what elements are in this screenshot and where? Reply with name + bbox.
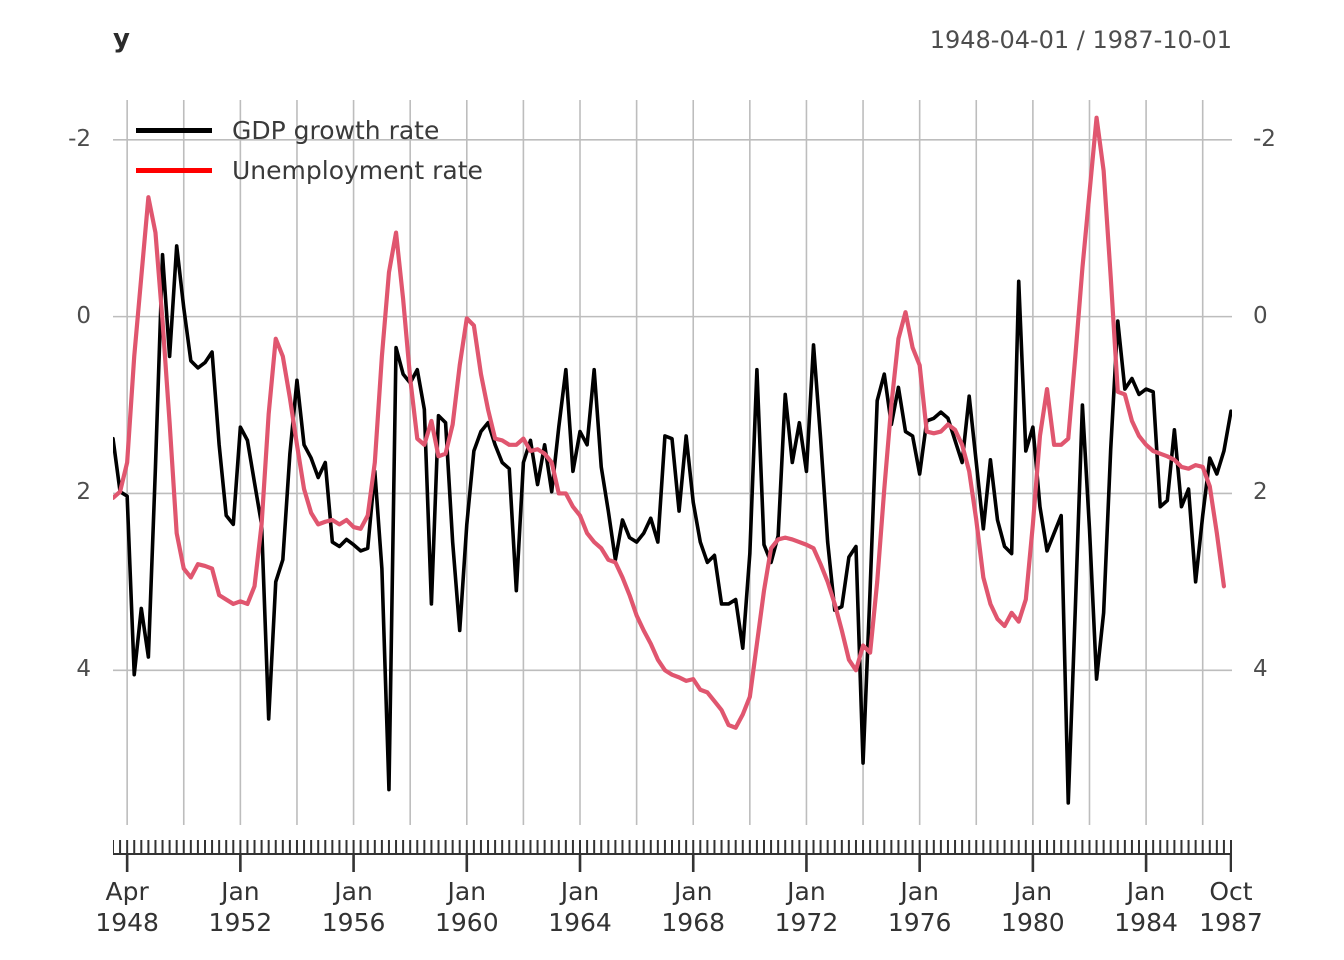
x-axis-tick-label-7: Jan 1976 <box>888 876 952 939</box>
x-tick-month: Jan <box>221 877 260 906</box>
x-tick-month: Apr <box>105 877 149 906</box>
y-axis-tick-left-2: 0 <box>76 302 91 329</box>
y-axis-tick-right-0: 4 <box>1253 656 1268 683</box>
x-tick-year: 1984 <box>1114 908 1178 938</box>
y-axis-tick-left-1: 2 <box>76 479 91 506</box>
x-tick-year: 1968 <box>661 908 726 938</box>
x-axis-tick-label-4: Jan 1964 <box>548 876 612 939</box>
horizontal-gridlines <box>113 138 1232 672</box>
x-tick-year: 1980 <box>1001 908 1065 938</box>
y-axis-tick-right-2: 0 <box>1253 302 1268 329</box>
plot-canvas <box>113 100 1232 825</box>
x-tick-month: Jan <box>1013 877 1053 906</box>
x-axis-tick-label-5: Jan 1968 <box>661 876 725 939</box>
x-tick-month: Jan <box>447 877 487 906</box>
x-axis-tick-label-6: Jan 1972 <box>775 876 839 939</box>
x-axis-tick-label-8: Jan 1980 <box>1001 876 1065 939</box>
series-line-unemployment-rate <box>113 115 1227 730</box>
x-axis-labels: Apr 1948 Jan 1952 Jan 1956 Jan 1960 Jan 1964 Jan 19… <box>0 876 1344 956</box>
chart-legend: GDP growth rate Unemployment rate <box>136 110 556 190</box>
series-line-gdp-growth-rate <box>113 244 1232 805</box>
x-tick-month: Jan <box>334 877 373 906</box>
x-tick-month: Jan <box>1126 877 1166 906</box>
plot-area[interactable] <box>113 100 1232 825</box>
y-axis-tick-right-3: -2 <box>1253 125 1276 152</box>
x-axis-tick-label-2: Jan 1956 <box>322 876 386 939</box>
x-tick-month: Oct <box>1209 877 1253 906</box>
legend-swatch-gdp-growth-rate <box>136 127 212 133</box>
legend-item-unemployment-rate[interactable]: Unemployment rate <box>136 150 556 190</box>
y-axis-tick-left-3: -2 <box>68 125 91 152</box>
x-axis-tick-label-0: Apr 1948 <box>95 876 159 939</box>
x-tick-year: 1987 <box>1199 908 1263 938</box>
y-axis-tick-right-1: 2 <box>1253 479 1268 506</box>
x-axis-ruler[interactable] <box>113 840 1232 872</box>
x-tick-month: Jan <box>787 877 826 906</box>
y-axis-tick-left-0: 4 <box>76 656 91 683</box>
x-tick-month: Jan <box>673 877 713 906</box>
x-tick-year: 1948 <box>95 908 159 938</box>
legend-swatch-unemployment-rate <box>136 167 212 173</box>
x-tick-month: Jan <box>900 877 939 906</box>
legend-item-gdp-growth-rate[interactable]: GDP growth rate <box>136 110 556 150</box>
x-tick-year: 1960 <box>434 908 499 938</box>
x-axis-tick-label-10: Oct 1987 <box>1199 876 1263 939</box>
x-tick-month: Jan <box>560 877 600 906</box>
x-axis-tick-label-1: Jan 1952 <box>209 876 273 939</box>
x-tick-year: 1976 <box>887 908 952 938</box>
x-axis-tick-label-9: Jan 1984 <box>1114 876 1178 939</box>
x-tick-year: 1972 <box>774 908 839 938</box>
legend-label-unemployment-rate: Unemployment rate <box>232 155 483 185</box>
legend-label-gdp-growth-rate: GDP growth rate <box>232 115 440 145</box>
x-tick-year: 1952 <box>208 908 273 938</box>
x-tick-year: 1956 <box>321 908 386 938</box>
x-axis-tick-label-3: Jan 1960 <box>435 876 499 939</box>
page-title: y <box>113 24 130 54</box>
date-range-label: 1948-04-01 / 1987-10-01 <box>929 26 1232 54</box>
x-tick-year: 1964 <box>548 908 612 938</box>
